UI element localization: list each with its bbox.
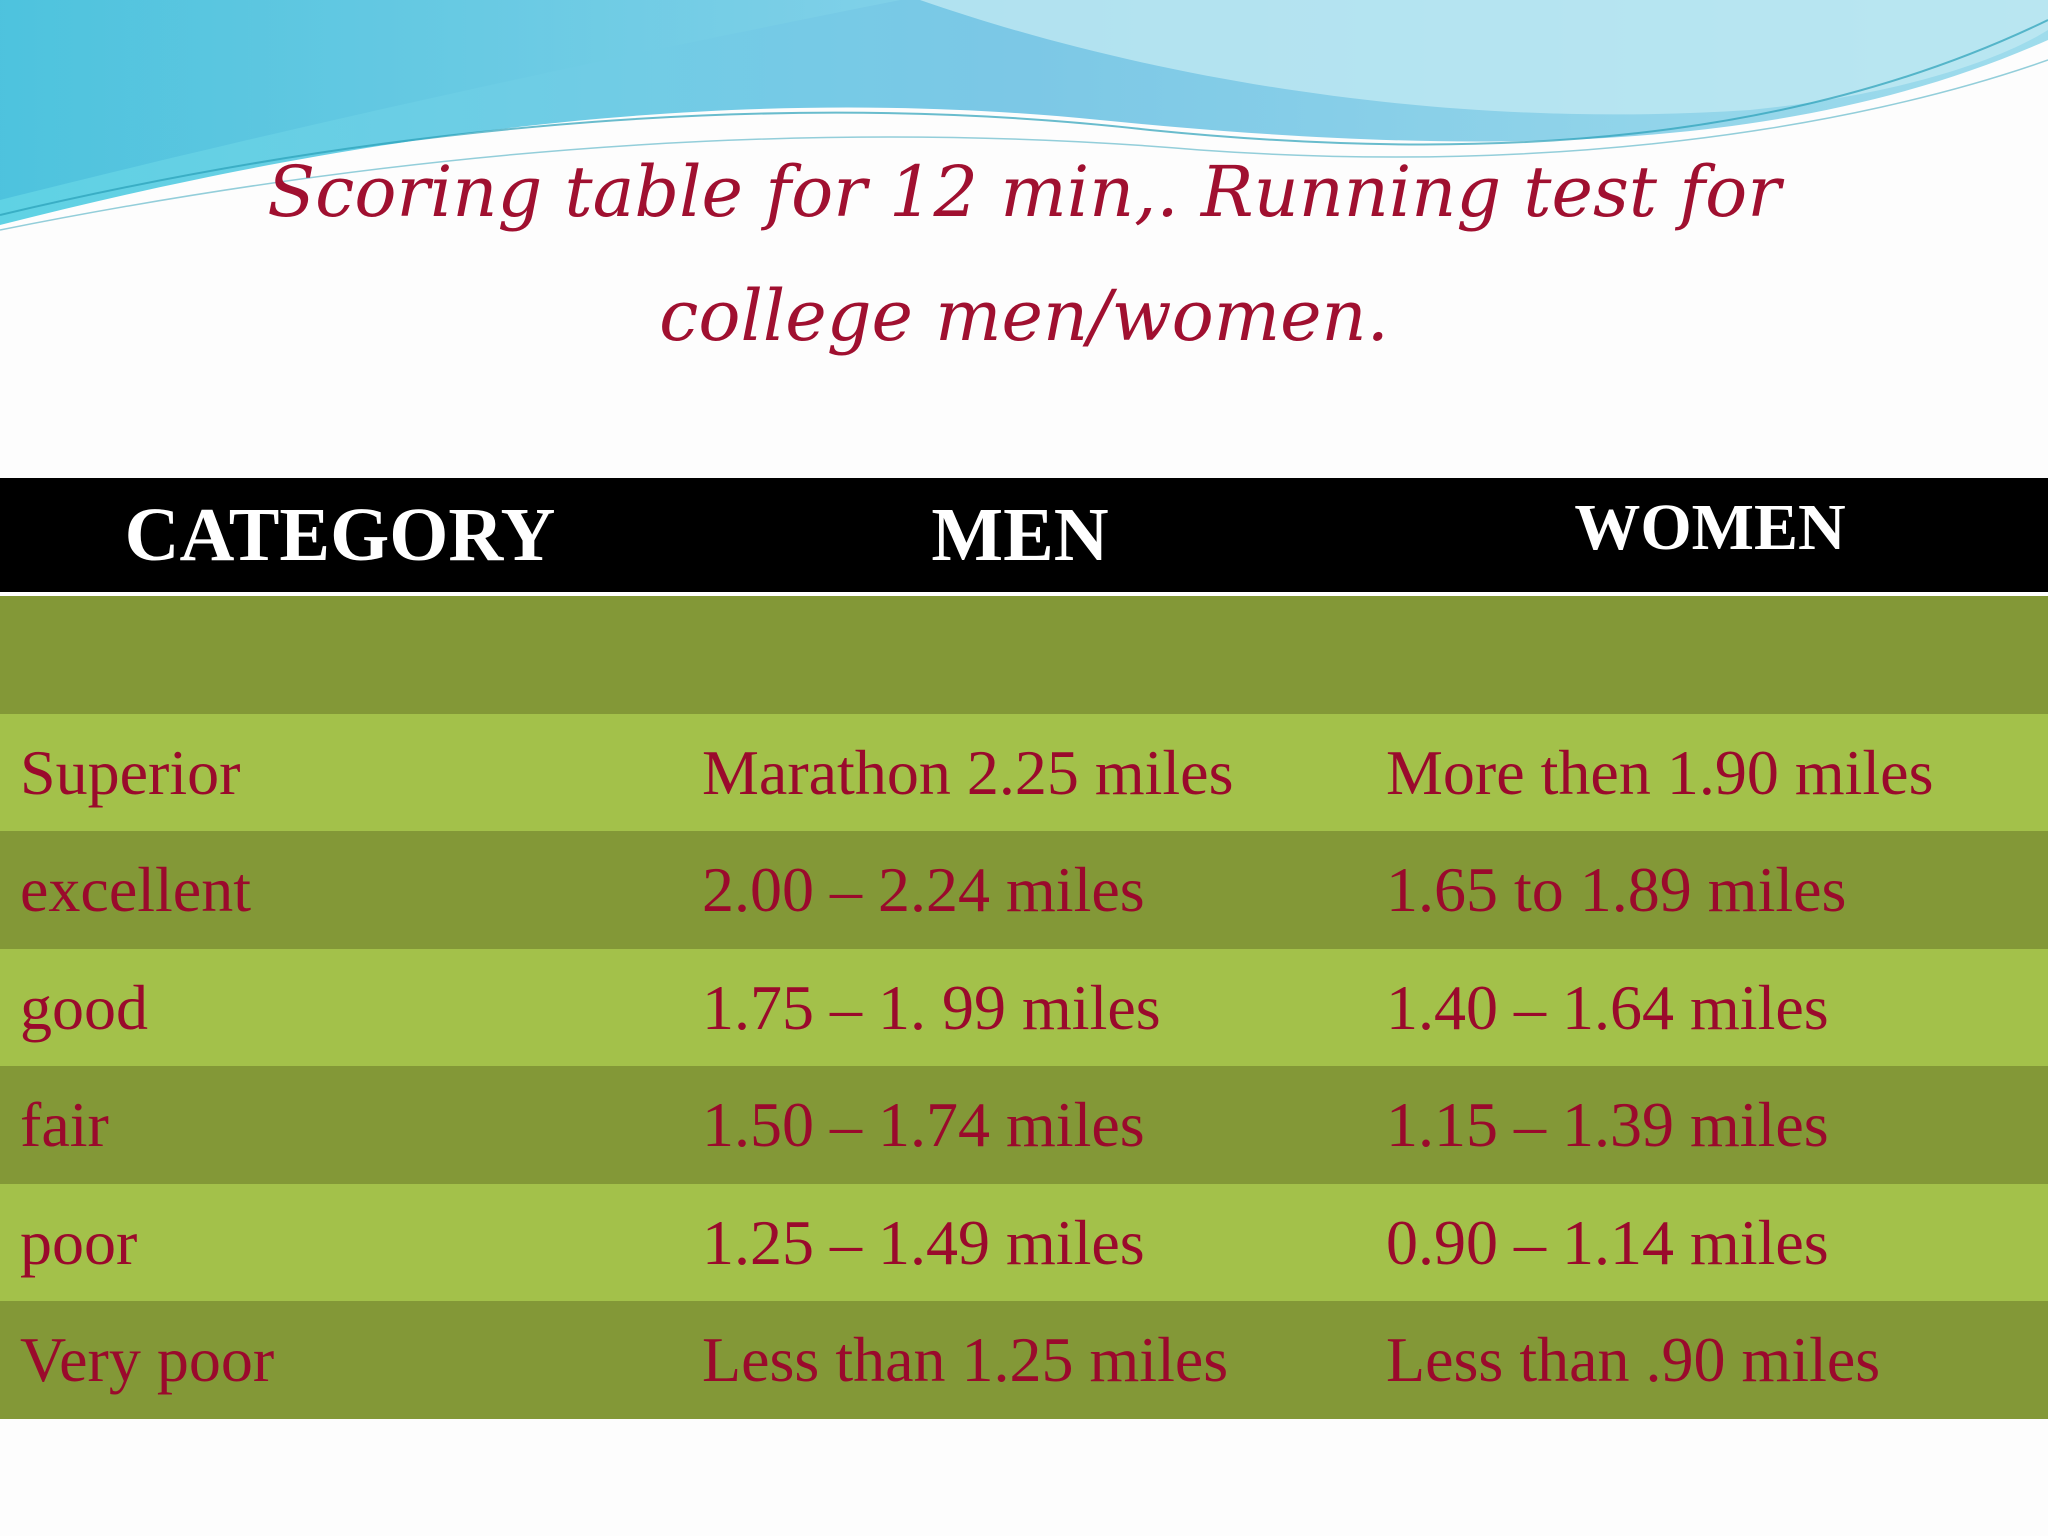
table-row: Superior Marathon 2.25 miles More then 1…	[0, 713, 2048, 831]
men-cell: Marathon 2.25 miles	[702, 736, 1234, 808]
decorative-wave	[0, 0, 2048, 231]
table-row: fair 1.50 – 1.74 miles 1.15 – 1.39 miles	[0, 1066, 2048, 1184]
table-row: good 1.75 – 1. 99 miles 1.40 – 1.64 mile…	[0, 948, 2048, 1066]
table-row-empty	[0, 596, 2048, 714]
category-cell: Very poor	[20, 1324, 275, 1395]
category-cell: fair	[20, 1089, 109, 1160]
header-women: WOMEN	[1574, 491, 1846, 564]
header-category: CATEGORY	[124, 493, 556, 577]
men-cell: 1.75 – 1. 99 miles	[702, 971, 1161, 1043]
scoring-table: CATEGORY MEN WOMEN Superior Marathon 2.2…	[0, 478, 2048, 1419]
category-cell: excellent	[20, 854, 251, 925]
women-cell: 1.65 to 1.89 miles	[1386, 854, 1847, 925]
women-cell: 0.90 – 1.14 miles	[1386, 1206, 1829, 1278]
women-cell: 1.15 – 1.39 miles	[1386, 1089, 1829, 1160]
men-cell: 2.00 – 2.24 miles	[702, 854, 1145, 925]
table-row: excellent 2.00 – 2.24 miles 1.65 to 1.89…	[0, 831, 2048, 949]
category-cell: good	[20, 971, 148, 1043]
slide-title: Scoring table for 12 min,. Running test …	[267, 151, 1781, 357]
men-cell: Less than 1.25 miles	[702, 1324, 1229, 1395]
women-cell: More then 1.90 miles	[1386, 736, 1934, 808]
table-header: CATEGORY MEN WOMEN	[0, 478, 2048, 596]
table-row: poor 1.25 – 1.49 miles 0.90 – 1.14 miles	[0, 1183, 2048, 1301]
women-cell: 1.40 – 1.64 miles	[1386, 971, 1829, 1043]
category-cell: poor	[20, 1206, 138, 1278]
table-row: Very poor Less than 1.25 miles Less than…	[0, 1301, 2048, 1419]
header-men: MEN	[931, 493, 1109, 577]
men-cell: 1.25 – 1.49 miles	[702, 1206, 1145, 1278]
category-cell: Superior	[20, 736, 241, 808]
men-cell: 1.50 – 1.74 miles	[702, 1089, 1145, 1160]
women-cell: Less than .90 miles	[1386, 1324, 1881, 1395]
